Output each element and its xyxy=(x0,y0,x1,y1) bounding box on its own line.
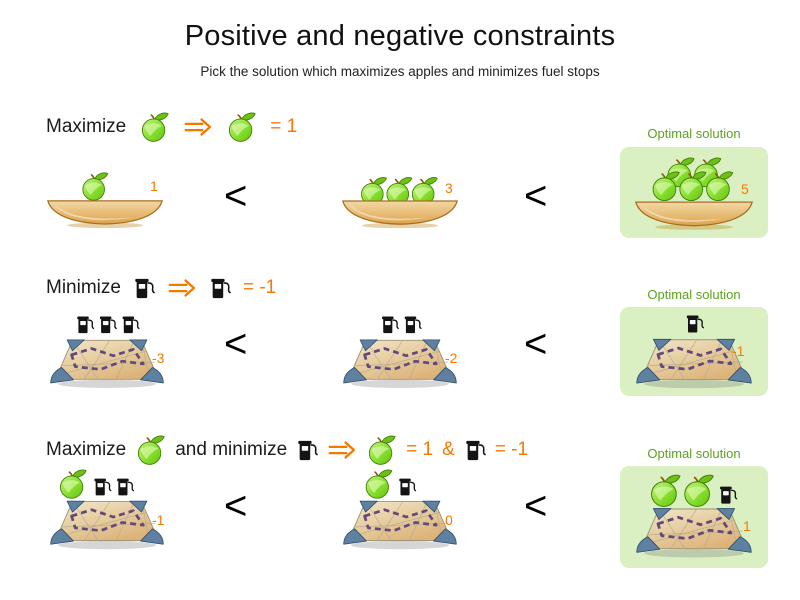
map-1-apple-2-fuel-icon xyxy=(49,469,165,550)
candidate-map-2-fuel: -2 xyxy=(341,314,459,389)
ampersand: & xyxy=(442,438,455,460)
map-1-apple-1-fuel-icon xyxy=(342,469,458,550)
minimize-label: Minimize xyxy=(46,277,121,298)
apple-icon xyxy=(141,112,170,142)
map-2-fuel-icon xyxy=(342,315,458,389)
less-than-symbol: < xyxy=(224,322,248,366)
fuel-weight-value: = -1 xyxy=(494,438,529,460)
score-value: -1 xyxy=(152,512,165,528)
candidate-bowl-3-apples: 3 xyxy=(341,172,459,229)
bowl-1-apple-icon xyxy=(47,172,163,229)
bowl-3-apples-icon xyxy=(342,176,458,229)
fuel-pump-icon xyxy=(297,439,319,461)
score-value: -1 xyxy=(732,343,745,359)
optimal-solution-box: 5 xyxy=(620,147,768,238)
fuel-pump-icon xyxy=(465,439,486,461)
score-value: -2 xyxy=(445,350,458,366)
candidate-map-3-fuel: -3 xyxy=(48,314,166,389)
score-value: 1 xyxy=(150,178,158,194)
optimal-solution-label: Optimal solution xyxy=(647,446,741,461)
apple-weight-value: = 1 xyxy=(406,438,434,460)
score-value: 1 xyxy=(743,518,751,534)
maximize-label: Maximize xyxy=(46,115,127,137)
page-subtitle: Pick the solution which maximizes apples… xyxy=(200,64,600,79)
row-combined-header: Maximize and minimize = 1 & = -1 xyxy=(46,434,528,465)
map-3-fuel-icon xyxy=(49,315,165,389)
and-minimize-label: and minimize xyxy=(175,438,288,460)
apple-icon xyxy=(368,435,397,465)
implies-arrow-icon xyxy=(167,279,196,297)
bowl-5-apples-icon xyxy=(635,157,753,230)
candidate-bowl-1-apple: 1 xyxy=(46,170,164,229)
candidate-map-1-apple-1-fuel: 0 xyxy=(341,468,459,550)
row-minimize-fuel-header: Minimize = -1 xyxy=(46,276,276,300)
score-value: -3 xyxy=(152,350,165,366)
row-maximize-apples-header: Maximize = 1 xyxy=(46,111,297,142)
candidate-map-1-apple-2-fuel: -1 xyxy=(48,468,166,550)
implies-arrow-icon xyxy=(183,117,212,136)
less-than-symbol: < xyxy=(524,484,548,528)
less-than-symbol: < xyxy=(224,174,248,218)
less-than-symbol: < xyxy=(224,484,248,528)
score-value: 3 xyxy=(445,180,453,196)
optimal-solution-box: 1 xyxy=(620,466,768,568)
optimal-solution-label: Optimal solution xyxy=(647,287,741,302)
apple-icon xyxy=(228,112,257,142)
map-2-apples-1-fuel-icon xyxy=(635,474,753,558)
optimal-solution-label: Optimal solution xyxy=(647,126,741,141)
apple-icon xyxy=(137,435,166,465)
less-than-symbol: < xyxy=(524,322,548,366)
score-value: 5 xyxy=(741,181,749,197)
maximize-label: Maximize xyxy=(46,438,127,460)
fuel-weight-value: = -1 xyxy=(242,277,277,298)
score-value: 0 xyxy=(445,512,453,528)
implies-arrow-icon xyxy=(327,440,356,459)
optimal-solution-box: -1 xyxy=(620,307,768,396)
page-title: Positive and negative constraints xyxy=(184,20,616,52)
apple-weight-value: = 1 xyxy=(270,115,298,137)
fuel-pump-icon xyxy=(210,278,231,299)
fuel-pump-icon xyxy=(134,278,155,299)
less-than-symbol: < xyxy=(524,174,548,218)
